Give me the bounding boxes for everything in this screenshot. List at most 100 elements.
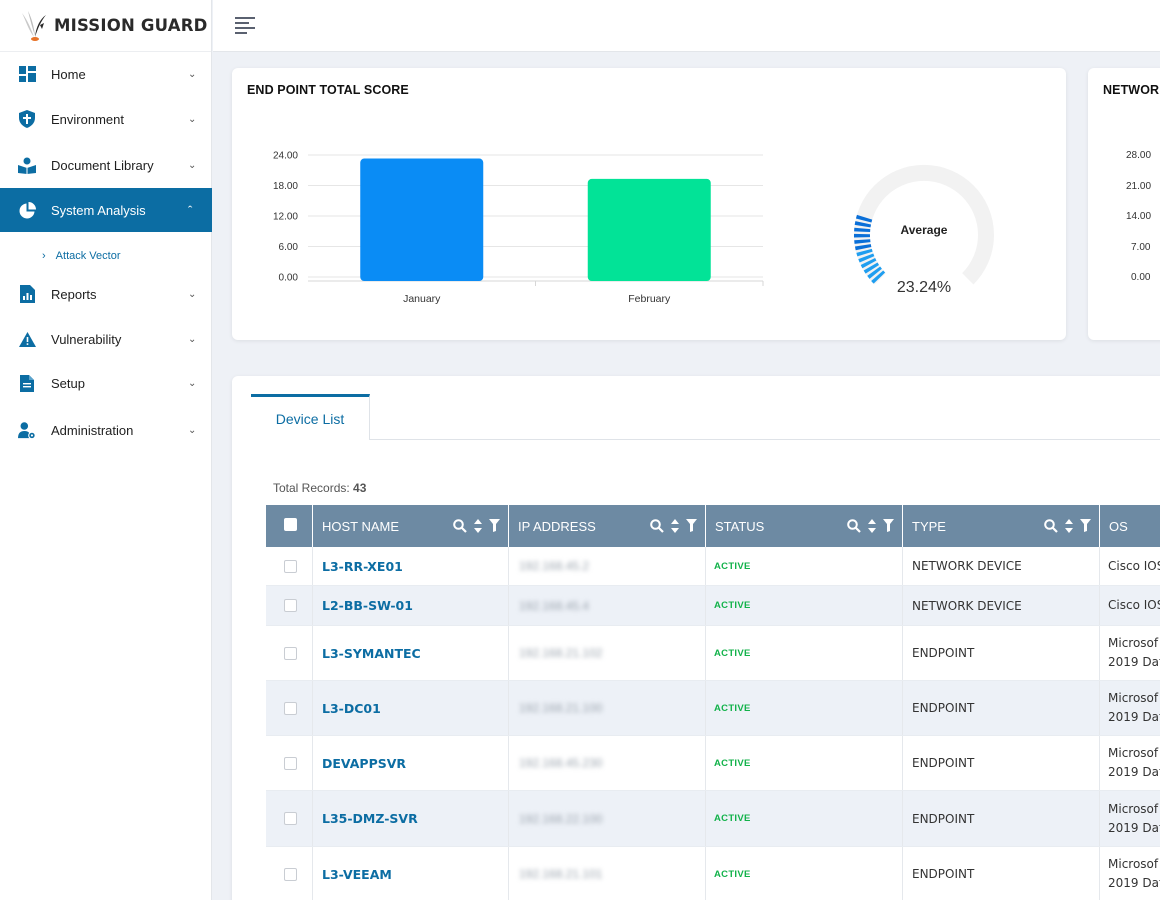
header-select-cell	[266, 505, 313, 547]
os-line: Microsof	[1108, 746, 1159, 760]
total-records: Total Records: 43	[273, 481, 366, 495]
hamburger-icon[interactable]	[235, 17, 255, 34]
column-header-type[interactable]: TYPE	[903, 505, 1100, 547]
host-name-link[interactable]: L3-DC01	[322, 700, 381, 716]
table-row[interactable]: L3-DC01 192.168.21.100 ACTIVE ENDPOINT Micro…	[266, 681, 1160, 736]
sidebar-subitem-attack-vector[interactable]: › Attack Vector	[42, 250, 120, 262]
search-icon[interactable]	[650, 519, 664, 533]
column-header-ip-address[interactable]: IP ADDRESS	[509, 505, 706, 547]
chevron-up-icon: ˆ	[188, 202, 193, 218]
total-records-count: 43	[353, 481, 367, 495]
host-name-link[interactable]: L3-VEEAM	[322, 866, 392, 882]
sort-icon[interactable]	[867, 519, 877, 533]
total-records-label: Total Records:	[273, 481, 350, 495]
os-value: Microsof 2019 Dat	[1108, 800, 1160, 838]
sidebar-item-setup[interactable]: Setup ⌄	[0, 361, 212, 405]
os-cell: Microsof 2019 Dat	[1100, 791, 1160, 846]
host-name-link[interactable]: L3-RR-XE01	[322, 558, 403, 574]
sidebar-item-administration[interactable]: Administration ⌄	[0, 408, 212, 452]
row-checkbox[interactable]	[284, 599, 297, 612]
column-label: HOST NAME	[322, 518, 400, 534]
table-header: HOST NAME IP ADDRESS STATUS TYPE OS	[266, 505, 1160, 547]
column-header-status[interactable]: STATUS	[706, 505, 903, 547]
tab-divider	[370, 439, 1160, 440]
sort-icon[interactable]	[473, 519, 483, 533]
type-cell: NETWORK DEVICE	[903, 586, 1100, 625]
table-row[interactable]: L2-BB-SW-01 192.168.45.4 ACTIVE NETWORK DEV…	[266, 586, 1160, 626]
x-category-label: January	[403, 293, 441, 305]
ip-address-cell: 192.168.21.102	[509, 626, 706, 680]
row-checkbox[interactable]	[284, 560, 297, 573]
y-tick-label: 24.00	[273, 151, 298, 162]
shield-icon	[18, 110, 36, 128]
os-line: 2019 Dat	[1108, 820, 1160, 835]
search-icon[interactable]	[1044, 519, 1058, 533]
sidebar-item-environment[interactable]: Environment ⌄	[0, 97, 212, 141]
column-header-host-name[interactable]: HOST NAME	[313, 505, 509, 547]
host-name-link[interactable]: L35-DMZ-SVR	[322, 811, 418, 826]
report-chart-icon	[18, 285, 36, 303]
column-header-os[interactable]: OS	[1100, 505, 1160, 547]
host-name-link[interactable]: L2-BB-SW-01	[322, 598, 413, 613]
row-checkbox[interactable]	[284, 702, 297, 715]
sidebar-item-document-library[interactable]: Document Library ⌄	[0, 143, 212, 187]
endpoint-score-card: END POINT TOTAL SCORE 24.00 18.00 12.00 6.0…	[232, 68, 1066, 340]
select-cell	[266, 586, 313, 625]
row-checkbox[interactable]	[284, 868, 297, 881]
status-cell: ACTIVE	[706, 586, 903, 625]
ip-address-value: 192.168.21.100	[519, 701, 603, 715]
row-checkbox[interactable]	[284, 757, 297, 770]
row-checkbox[interactable]	[284, 812, 297, 825]
os-line: 2019 Dat	[1108, 765, 1160, 779]
os-cell: Microsof 2019 Dat	[1100, 736, 1160, 790]
device-type: ENDPOINT	[912, 867, 975, 881]
sidebar-item-home[interactable]: Home ⌄	[0, 52, 212, 96]
chevron-down-icon: ⌄	[188, 159, 197, 171]
table-row[interactable]: L35-DMZ-SVR 192.168.22.100 ACTIVE ENDPOINT M…	[266, 791, 1160, 847]
os-line: 2019 Dat	[1108, 876, 1160, 890]
filter-icon[interactable]	[489, 519, 500, 532]
sort-icon[interactable]	[670, 519, 680, 533]
table-row[interactable]: DEVAPPSVR 192.168.45.230 ACTIVE ENDPOINT Mic…	[266, 736, 1160, 791]
sidebar-item-label: Environment	[51, 111, 124, 127]
os-line: Microsof	[1108, 801, 1159, 816]
search-icon[interactable]	[847, 519, 861, 533]
select-all-checkbox[interactable]	[284, 518, 297, 531]
host-name-cell: L3-DC01	[313, 681, 509, 735]
bar-january[interactable]	[360, 158, 484, 281]
type-cell: ENDPOINT	[903, 791, 1100, 846]
y-tick-label: 6.00	[279, 242, 299, 253]
sidebar-item-label: Home	[51, 66, 86, 82]
brand-logo[interactable]: MISSION GUARD	[0, 0, 211, 52]
gauge-fill	[853, 214, 886, 284]
sidebar-item-vulnerability[interactable]: Vulnerability ⌄	[0, 317, 212, 361]
host-name-link[interactable]: L3-SYMANTEC	[322, 645, 421, 661]
network-score-card: NETWOR 28.00 21.00 14.00 7.00 0.00	[1088, 68, 1160, 340]
row-checkbox[interactable]	[284, 647, 297, 660]
select-cell	[266, 736, 313, 790]
ip-address-cell: 192.168.21.101	[509, 847, 706, 900]
host-name-cell: L3-VEEAM	[313, 847, 509, 900]
sidebar-item-reports[interactable]: Reports ⌄	[0, 272, 212, 316]
search-icon[interactable]	[453, 519, 467, 533]
filter-icon[interactable]	[883, 519, 894, 532]
filter-icon[interactable]	[686, 519, 697, 532]
status-cell: ACTIVE	[706, 681, 903, 735]
card-title: END POINT TOTAL SCORE	[247, 83, 409, 97]
ip-address-value: 192.168.45.230	[519, 756, 603, 770]
filter-icon[interactable]	[1080, 519, 1091, 532]
sidebar-item-system-analysis[interactable]: System Analysis ˆ	[0, 188, 212, 232]
table-row[interactable]: L3-SYMANTEC 192.168.21.102 ACTIVE ENDPOINT M…	[266, 626, 1160, 681]
table-row[interactable]: L3-RR-XE01 192.168.45.2 ACTIVE NETWORK DEVI…	[266, 547, 1160, 586]
host-name-link[interactable]: DEVAPPSVR	[322, 755, 407, 771]
table-row[interactable]: L3-VEEAM 192.168.21.101 ACTIVE ENDPOINT Micr…	[266, 847, 1160, 900]
status-cell: ACTIVE	[706, 626, 903, 680]
gauge-segment	[858, 253, 875, 263]
sort-icon[interactable]	[1064, 519, 1074, 533]
os-cell: Microsof 2019 Dat	[1100, 626, 1160, 680]
bar-february[interactable]	[587, 178, 711, 281]
gauge-segment	[856, 248, 873, 257]
status-badge: ACTIVE	[714, 600, 751, 611]
tab-device-list[interactable]: Device List	[251, 394, 370, 440]
status-cell: ACTIVE	[706, 791, 903, 846]
